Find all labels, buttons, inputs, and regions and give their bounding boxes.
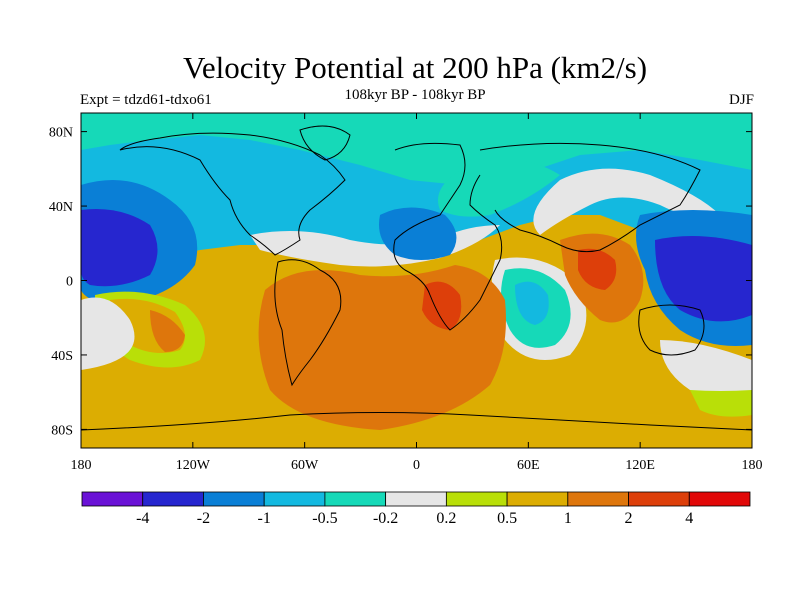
coast-asia bbox=[479, 142, 701, 253]
map-field bbox=[81, 113, 752, 448]
colorbar-swatch bbox=[445, 491, 508, 507]
field-africa-red bbox=[422, 281, 462, 330]
colorbar-swatch bbox=[628, 491, 690, 507]
x-tick-label: 180 bbox=[71, 458, 92, 473]
colorbar-swatch bbox=[81, 491, 144, 507]
coast-europe-africa bbox=[393, 142, 503, 331]
x-tick-label: 60E bbox=[517, 458, 540, 473]
colorbar-label: -0.2 bbox=[373, 510, 398, 527]
field-spac-orange bbox=[150, 310, 185, 352]
field-north-cyan bbox=[81, 113, 752, 185]
colorbar-swatch bbox=[688, 491, 751, 507]
chart-subtitle: 108kyr BP - 108kyr BP bbox=[344, 87, 486, 103]
field-wpac-deep bbox=[655, 236, 752, 322]
y-tick-label: 80S bbox=[51, 423, 73, 438]
chart-title: Velocity Potential at 200 hPa (km2/s) bbox=[182, 50, 648, 85]
colorbar-label: -0.5 bbox=[312, 510, 337, 527]
x-tick-label: 60W bbox=[291, 458, 319, 473]
colorbar-label: -1 bbox=[258, 510, 271, 527]
coast-antarctica bbox=[81, 412, 752, 431]
x-axis: 180 120W 60W 0 60E 120E 180 bbox=[71, 113, 763, 473]
colorbar-label: -4 bbox=[136, 510, 149, 527]
coast-north-america bbox=[119, 132, 346, 256]
colorbar-label: 1 bbox=[564, 510, 572, 527]
colorbar: -4 -2 -1 -0.5 -0.2 0.2 0.5 1 2 4 bbox=[81, 491, 751, 527]
coast-greenland bbox=[299, 125, 351, 161]
field-southpac-pale bbox=[81, 297, 135, 370]
x-tick-label: 180 bbox=[742, 458, 763, 473]
coastlines bbox=[81, 125, 752, 431]
x-tick-label: 120E bbox=[625, 458, 655, 473]
colorbar-label: 2 bbox=[625, 510, 633, 527]
colorbar-swatch bbox=[263, 491, 326, 507]
colorbar-label: 0.2 bbox=[436, 510, 456, 527]
field-mc-red bbox=[578, 248, 617, 290]
experiment-label: Expt = tdzd61-tdxo61 bbox=[80, 92, 212, 108]
field-north-light-blue bbox=[81, 113, 752, 300]
field-indian-blue bbox=[515, 281, 549, 325]
season-label: DJF bbox=[728, 92, 754, 108]
colorbar-swatch bbox=[142, 491, 204, 507]
colorbar-swatch bbox=[203, 491, 265, 507]
coast-south-america bbox=[274, 259, 342, 387]
y-tick-label: 0 bbox=[66, 275, 73, 290]
colorbar-swatch bbox=[567, 491, 629, 507]
y-tick-label: 40S bbox=[51, 349, 73, 364]
field-atlantic-cyan bbox=[438, 159, 560, 217]
colorbar-label: 0.5 bbox=[497, 510, 517, 527]
y-tick-label: 40N bbox=[49, 200, 73, 215]
x-tick-label: 0 bbox=[413, 458, 420, 473]
field-se-green bbox=[690, 390, 752, 417]
y-axis: 80N 40N 0 40S 80S bbox=[49, 126, 752, 438]
colorbar-swatch bbox=[324, 491, 387, 507]
colorbar-swatch bbox=[385, 491, 447, 507]
coast-australia bbox=[638, 304, 705, 356]
x-tick-label: 120W bbox=[176, 458, 211, 473]
colorbar-swatch bbox=[506, 491, 569, 507]
colorbar-label: -2 bbox=[197, 510, 210, 527]
colorbar-label: 4 bbox=[685, 510, 693, 527]
y-tick-label: 80N bbox=[49, 126, 73, 141]
field-north-pale bbox=[533, 168, 720, 235]
field-atlantic-blue bbox=[379, 207, 457, 260]
field-pacific-deep bbox=[81, 209, 158, 287]
